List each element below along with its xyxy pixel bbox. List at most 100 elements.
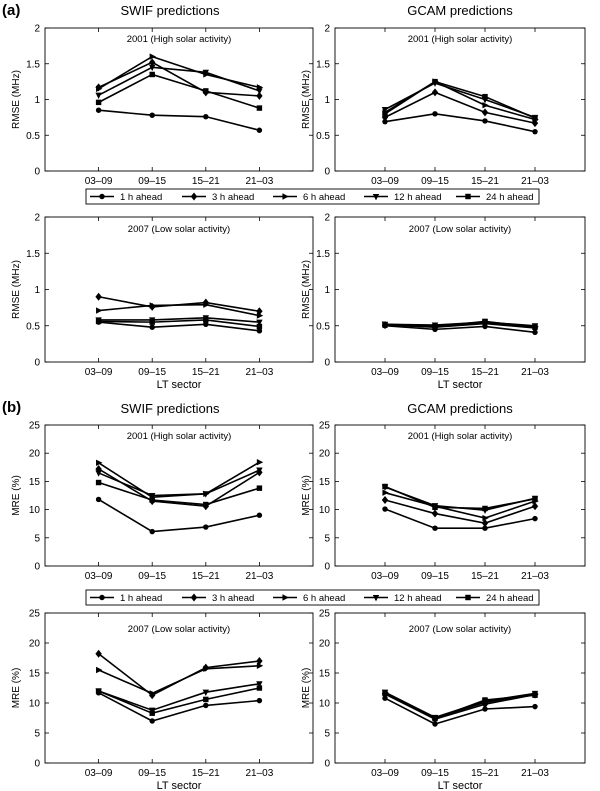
data-point: [482, 514, 489, 522]
y-tick-label: 0: [34, 167, 40, 178]
data-point: [203, 301, 210, 308]
x-tick-label: 21–03: [245, 176, 273, 187]
legend-marker: [99, 594, 105, 601]
legend-entry: 24 h ahead: [456, 593, 534, 604]
y-axis-label: MRE (%): [301, 668, 312, 709]
data-point: [531, 502, 539, 511]
y-axis-label: MRE (%): [301, 475, 312, 516]
data-point: [95, 496, 102, 503]
data-point: [382, 695, 388, 701]
series-line: [384, 697, 536, 725]
data-point: [95, 107, 102, 113]
plot-frame: [44, 27, 314, 172]
data-point: [149, 302, 157, 309]
y-tick-label: 20: [29, 639, 41, 650]
y-tick-label: 2: [34, 213, 40, 224]
data-point: [482, 706, 488, 712]
series-3-h-ahead: [95, 58, 263, 100]
series-line: [98, 469, 260, 497]
legend-b: 1 h ahead 3 h ahead 6 h ahead 12 h ahead 24 …: [85, 589, 540, 606]
series-24-h-ahead: [382, 318, 538, 330]
x-tick-label: 15–21: [471, 768, 499, 779]
y-tick-label: 5: [34, 533, 40, 544]
data-point: [203, 321, 209, 328]
y-tick-label: 25: [319, 421, 331, 432]
data-point: [482, 318, 488, 325]
series-24-h-ahead: [95, 71, 263, 111]
y-tick-label: 25: [29, 609, 41, 620]
x-tick-label: 15–21: [192, 367, 220, 378]
chart-a-swif-2001: 0 0.5 1 1.5 2 03–09 09–15 15–21 21–03 RMSE (MHz) 2…: [11, 24, 314, 187]
part-b-right-title: GCAM predictions: [407, 401, 513, 416]
series-line: [98, 321, 260, 332]
series-line: [384, 91, 536, 124]
data-point: [203, 665, 210, 672]
data-point: [382, 118, 388, 125]
data-point: [431, 509, 439, 518]
data-point: [149, 112, 155, 118]
data-point: [256, 105, 263, 111]
legend-marker: [465, 594, 471, 601]
part-b-left-title: SWIF predictions: [121, 401, 220, 416]
series-line: [98, 687, 260, 715]
data-point: [256, 681, 263, 688]
series-line: [384, 692, 536, 720]
data-point: [381, 496, 389, 505]
legend-marker: [190, 593, 198, 602]
series-12-h-ahead: [95, 681, 263, 715]
x-axis-label: LT sector: [157, 379, 202, 391]
series-line: [384, 508, 536, 530]
data-point: [256, 685, 263, 691]
legend-label: 1 h ahead: [120, 593, 162, 604]
legend-entry: 1 h ahead: [90, 192, 162, 203]
data-point: [432, 78, 438, 85]
series-line: [98, 468, 260, 508]
series-line: [98, 55, 260, 90]
x-tick-label: 21–03: [245, 768, 273, 779]
legend-marker: [372, 193, 380, 201]
data-point: [256, 127, 263, 133]
series-line: [384, 324, 536, 334]
plot-frame: [334, 27, 586, 172]
plot-frame: [44, 216, 314, 363]
data-point: [532, 115, 538, 121]
x-tick-label: 15–21: [471, 176, 499, 187]
data-point: [95, 318, 102, 325]
y-tick-label: 0: [324, 358, 330, 369]
series-line: [98, 498, 260, 533]
x-tick-label: 03–09: [85, 176, 113, 187]
plot-frame: [334, 612, 586, 764]
legend-label: 3 h ahead: [212, 192, 254, 203]
data-point: [203, 702, 209, 709]
chart-b-swif-2007: 0 5 10 15 20 25 03–09 09–15 15–21 21–03 MRE (%) LT …: [11, 609, 314, 791]
legend-entry: 1 h ahead: [90, 593, 162, 604]
series-line: [384, 491, 536, 519]
data-point: [256, 459, 264, 466]
legend-marker: [99, 193, 105, 200]
series-line: [98, 303, 260, 317]
data-point: [203, 696, 209, 703]
plot-frame: [334, 216, 586, 363]
data-point: [256, 319, 263, 326]
data-point: [532, 128, 538, 135]
data-point: [95, 688, 102, 694]
y-tick-label: 0: [324, 759, 330, 770]
y-tick-label: 0: [34, 358, 40, 369]
data-point: [149, 528, 155, 535]
legend-label: 1 h ahead: [120, 192, 162, 203]
series-line: [384, 82, 536, 119]
chart-b-swif-2001: 0 5 10 15 20 25 03–09 09–15 15–21 21–03 MRE (%) 200…: [11, 421, 314, 582]
y-tick-label: 0: [324, 562, 330, 573]
part-a-right-title: GCAM predictions: [407, 3, 513, 18]
y-tick-label: 15: [29, 477, 41, 488]
legend-marker: [282, 193, 289, 200]
y-tick-label: 20: [29, 449, 41, 460]
y-tick-label: 20: [319, 449, 331, 460]
x-tick-label: 15–21: [471, 367, 499, 378]
part-b-label: (b): [2, 399, 21, 416]
series-line: [98, 73, 260, 109]
data-point: [256, 662, 264, 669]
data-point: [256, 88, 263, 95]
panel-title: 2007 (Low solar activity): [409, 224, 511, 235]
